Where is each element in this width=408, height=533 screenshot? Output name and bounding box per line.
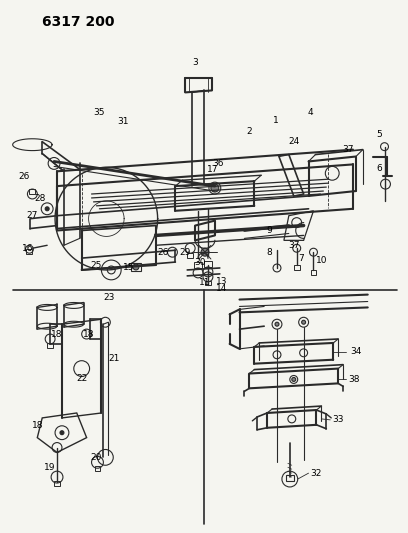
Text: 13: 13 (216, 277, 228, 286)
Text: 5: 5 (377, 130, 382, 139)
Text: 6317 200: 6317 200 (42, 15, 115, 29)
Text: 20: 20 (91, 453, 102, 462)
Bar (131, 263, 141, 271)
Bar (205, 281, 211, 285)
Bar (294, 265, 300, 270)
Bar (310, 270, 317, 275)
Text: 6: 6 (377, 164, 382, 173)
Text: 22: 22 (76, 374, 87, 383)
Circle shape (292, 377, 296, 382)
Text: 18: 18 (83, 329, 94, 338)
Bar (47, 343, 53, 348)
Text: 38: 38 (348, 375, 360, 384)
Bar (194, 262, 202, 268)
Text: 16: 16 (22, 244, 33, 253)
Circle shape (211, 184, 219, 192)
Text: 35: 35 (94, 108, 105, 117)
Text: 27: 27 (27, 211, 38, 220)
Text: 26: 26 (157, 248, 168, 257)
Text: 37: 37 (342, 145, 354, 154)
Text: 21: 21 (109, 354, 120, 363)
Circle shape (133, 264, 139, 270)
Text: 37: 37 (288, 241, 299, 250)
Text: 33: 33 (333, 415, 344, 424)
Text: 18: 18 (51, 329, 63, 338)
Text: 30: 30 (194, 257, 206, 266)
Text: 1: 1 (273, 116, 279, 125)
Text: 8: 8 (266, 248, 272, 257)
Text: 28: 28 (35, 195, 46, 204)
Text: 34: 34 (350, 348, 361, 357)
Text: 19: 19 (44, 463, 56, 472)
Text: 18: 18 (31, 421, 43, 430)
Bar (29, 189, 35, 194)
Circle shape (45, 207, 49, 211)
Text: 4: 4 (308, 108, 313, 117)
Text: 7: 7 (298, 254, 304, 263)
Bar (95, 466, 100, 471)
Circle shape (302, 320, 306, 324)
Text: 17: 17 (207, 165, 219, 174)
Text: 29: 29 (180, 248, 191, 257)
Text: 36: 36 (212, 159, 224, 168)
Circle shape (60, 431, 64, 435)
Text: 10: 10 (316, 256, 327, 264)
Text: 31: 31 (118, 117, 129, 126)
Text: 15: 15 (123, 263, 135, 272)
Bar (54, 481, 60, 486)
Bar (27, 249, 32, 254)
Circle shape (201, 248, 209, 256)
Text: 2: 2 (246, 127, 252, 136)
Circle shape (275, 322, 279, 326)
Text: 11: 11 (199, 278, 211, 287)
Bar (187, 253, 193, 258)
Bar (286, 475, 294, 481)
Text: 23: 23 (104, 293, 115, 302)
Text: 14: 14 (216, 284, 227, 293)
Text: 32: 32 (311, 469, 322, 478)
Bar (204, 261, 212, 267)
Text: 3: 3 (192, 58, 198, 67)
Text: 9: 9 (266, 226, 272, 235)
Text: 24: 24 (288, 137, 299, 146)
Text: 25: 25 (91, 261, 102, 270)
Text: 26: 26 (19, 172, 30, 181)
